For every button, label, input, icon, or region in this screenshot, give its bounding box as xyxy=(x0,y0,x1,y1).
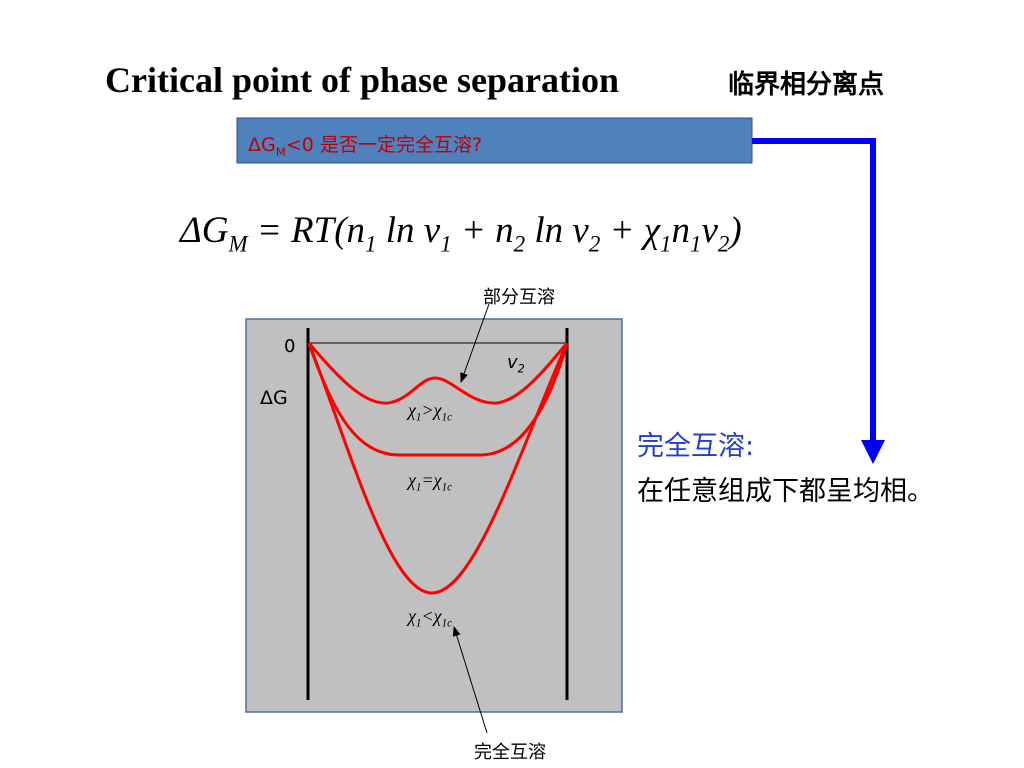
pointer-bottom xyxy=(452,626,488,734)
text-part: ln xyxy=(525,210,572,251)
subscript: 1 xyxy=(416,482,422,494)
text-part: v xyxy=(424,210,441,251)
subscript: 1c xyxy=(442,412,453,424)
bottom-label: 完全互溶 xyxy=(474,742,546,763)
subscript: M xyxy=(276,145,286,159)
note-heading: 完全互溶: xyxy=(637,431,754,462)
top-label: 部分互溶 xyxy=(483,287,555,308)
text-part: n xyxy=(672,210,691,251)
question: ΔGM​<0 是否一定完全互溶? xyxy=(248,134,482,159)
curve-partial xyxy=(307,342,569,405)
subscript: 2 xyxy=(514,231,525,256)
text-part: n xyxy=(347,210,366,251)
text-part: χ xyxy=(641,210,662,251)
text-part: = RT( xyxy=(248,210,350,251)
text-part: ln xyxy=(376,210,423,251)
subscript: 1 xyxy=(416,618,422,630)
text-part: < xyxy=(422,606,434,626)
title: Critical point of phase separation xyxy=(105,60,619,100)
subscript: 2 xyxy=(718,231,729,256)
text-part: χ xyxy=(432,400,443,420)
subscript: 1 xyxy=(660,231,671,256)
subscript: 1c xyxy=(442,618,453,630)
curve-label: χ1​=χ1c​ xyxy=(406,470,452,494)
text-part: v xyxy=(701,210,718,251)
equation: ΔGM​ = RT(n1​ ln v1​ + n2​ ln v2​ + χ1​n… xyxy=(178,210,742,256)
text-part: v xyxy=(507,352,518,373)
subscript: 2 xyxy=(589,231,600,256)
zero-label: 0 xyxy=(284,336,295,357)
question-box xyxy=(236,117,753,164)
text-part: v xyxy=(572,210,589,251)
curve-label: χ1​>χ1c​ xyxy=(406,400,452,424)
connector-arrowhead xyxy=(861,440,885,464)
subscript: 1 xyxy=(440,231,451,256)
text-part: ΔG xyxy=(178,210,228,251)
subscript: 2 xyxy=(518,363,525,376)
text-part: ) xyxy=(727,210,741,251)
subscript: 1 xyxy=(690,231,701,256)
connector xyxy=(752,138,876,442)
text-part: χ xyxy=(406,606,417,626)
text-part: n xyxy=(495,210,514,251)
text-part: + xyxy=(452,210,495,251)
text-part: <0 是否一定完全互溶? xyxy=(286,134,482,156)
text-part: = xyxy=(422,470,434,490)
y-label: ΔG xyxy=(260,387,288,409)
curve-critical xyxy=(307,342,569,457)
curve-label: χ1​<χ1c​ xyxy=(406,606,452,630)
text-part: + xyxy=(600,210,643,251)
x-label: v2​ xyxy=(507,352,525,376)
text-part: χ xyxy=(406,470,417,490)
subscript: 1 xyxy=(416,412,422,424)
subscript: M xyxy=(227,231,249,256)
subscript: 1c xyxy=(442,482,453,494)
text-part: χ xyxy=(432,606,443,626)
title-cn: 临界相分离点 xyxy=(728,69,884,100)
note-text: 在任意组成下都呈均相。 xyxy=(637,476,934,507)
text-part: ΔG xyxy=(248,134,276,156)
text-part: > xyxy=(422,400,434,420)
text-part: χ xyxy=(432,470,443,490)
pointer-top xyxy=(460,303,490,383)
subscript: 1 xyxy=(365,231,376,256)
curve-complete xyxy=(307,342,569,595)
text-part: χ xyxy=(406,400,417,420)
